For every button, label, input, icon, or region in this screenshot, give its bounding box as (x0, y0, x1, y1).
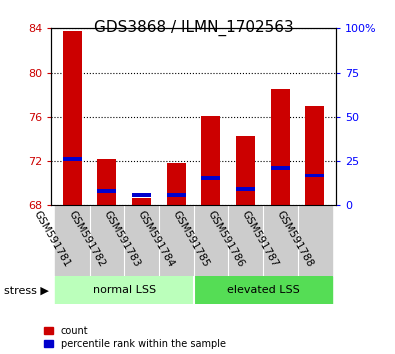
Text: GSM591787: GSM591787 (240, 209, 280, 269)
Text: GSM591786: GSM591786 (205, 209, 246, 269)
Text: normal LSS: normal LSS (92, 285, 156, 295)
Text: GSM591781: GSM591781 (32, 209, 72, 269)
Text: GSM591788: GSM591788 (275, 209, 315, 269)
Text: stress ▶: stress ▶ (4, 285, 49, 295)
Bar (97, 159, 117, 205)
Bar (90, 205, 124, 276)
Bar (271, 89, 290, 205)
Bar (55, 205, 90, 276)
Bar (263, 205, 297, 276)
Text: GSM591783: GSM591783 (101, 209, 141, 269)
Bar (297, 205, 332, 276)
Bar (201, 176, 220, 179)
Bar (63, 30, 82, 205)
Bar (236, 187, 255, 191)
Bar (55, 276, 194, 304)
Bar (132, 193, 151, 197)
Bar (159, 205, 194, 276)
Bar (271, 166, 290, 170)
Bar (63, 157, 82, 161)
Bar (194, 276, 332, 304)
Text: GSM591784: GSM591784 (136, 209, 176, 269)
Text: elevated LSS: elevated LSS (227, 285, 299, 295)
Bar (132, 198, 151, 205)
Bar (305, 173, 324, 177)
Bar (97, 189, 117, 193)
Legend: count, percentile rank within the sample: count, percentile rank within the sample (44, 326, 226, 349)
Bar (305, 106, 324, 205)
Text: GDS3868 / ILMN_1702563: GDS3868 / ILMN_1702563 (94, 19, 293, 36)
Bar (167, 193, 186, 197)
Bar (124, 205, 159, 276)
Bar (194, 205, 228, 276)
Bar (236, 136, 255, 205)
Bar (167, 163, 186, 205)
Text: GSM591782: GSM591782 (66, 209, 107, 269)
Bar (228, 205, 263, 276)
Text: GSM591785: GSM591785 (171, 209, 211, 269)
Bar (201, 116, 220, 205)
